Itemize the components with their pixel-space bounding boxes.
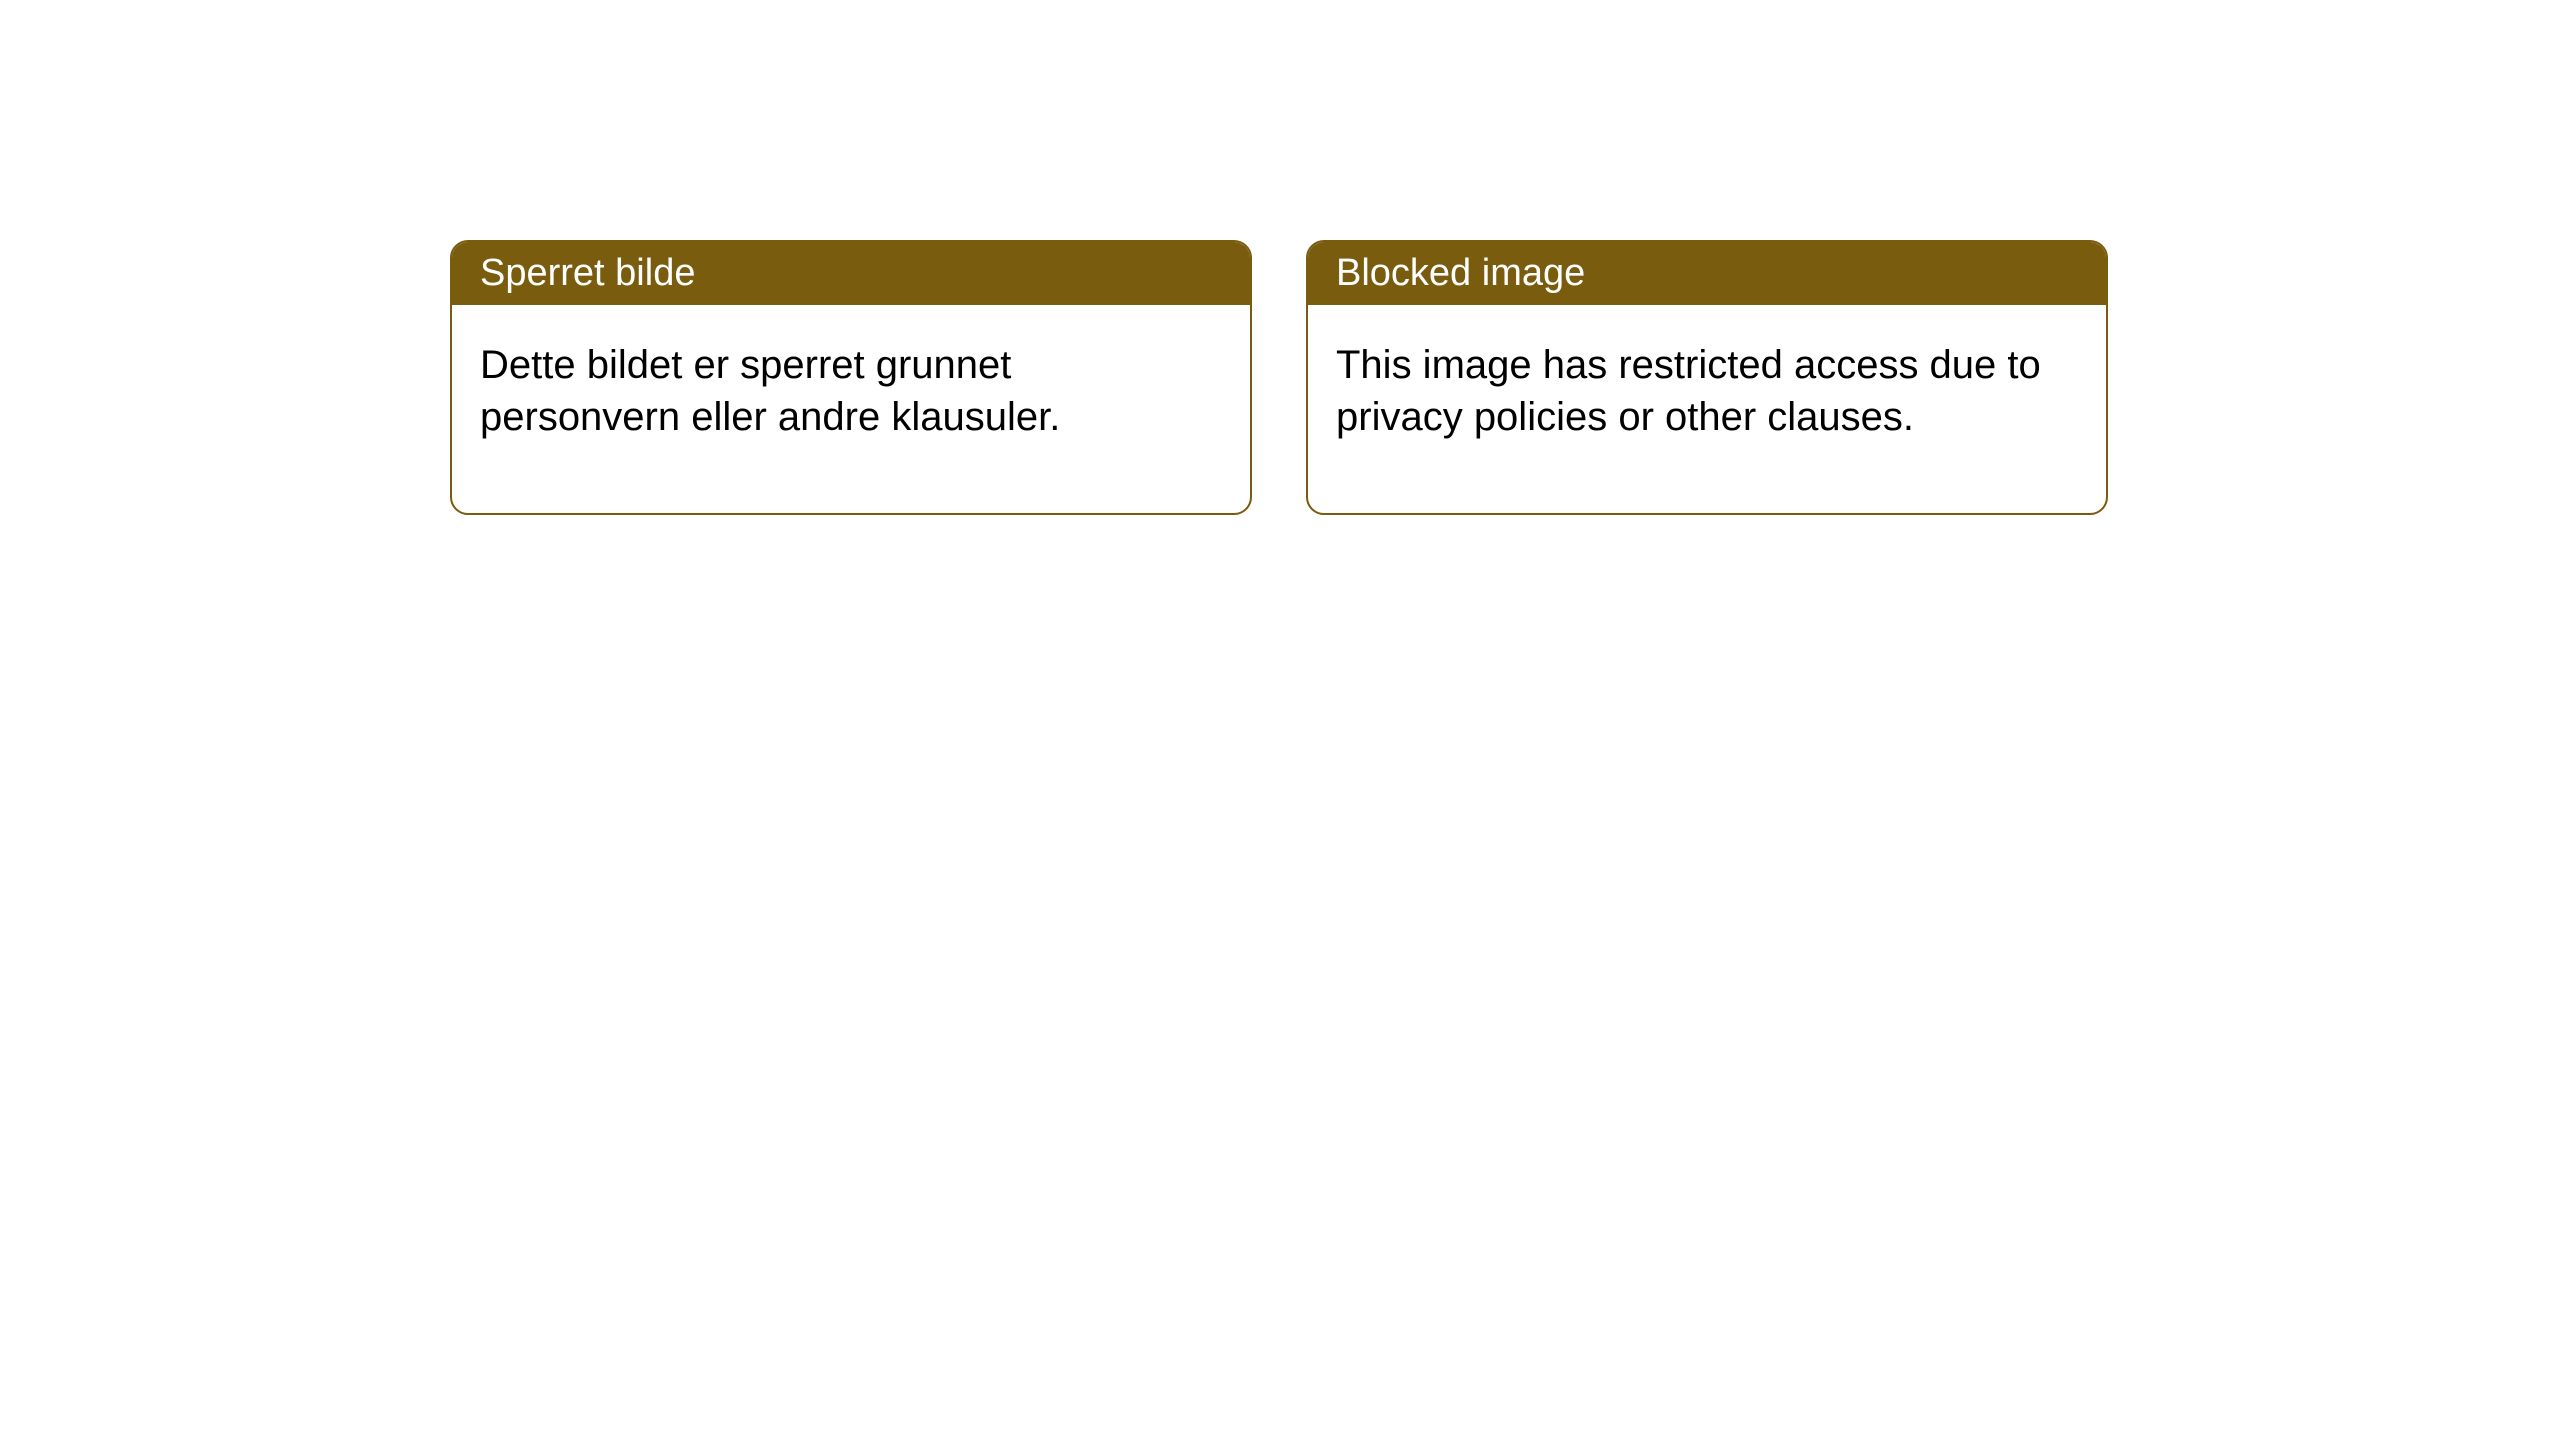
notice-text-english: This image has restricted access due to … — [1336, 343, 2041, 439]
notice-text-norwegian: Dette bildet er sperret grunnet personve… — [480, 343, 1060, 439]
notice-header-norwegian: Sperret bilde — [452, 242, 1250, 305]
notice-body-english: This image has restricted access due to … — [1308, 305, 2106, 513]
notice-card-english: Blocked image This image has restricted … — [1306, 240, 2108, 515]
notice-body-norwegian: Dette bildet er sperret grunnet personve… — [452, 305, 1250, 513]
notice-title-english: Blocked image — [1336, 252, 1585, 294]
notice-title-norwegian: Sperret bilde — [480, 252, 695, 294]
notice-header-english: Blocked image — [1308, 242, 2106, 305]
notice-container: Sperret bilde Dette bildet er sperret gr… — [450, 240, 2108, 515]
notice-card-norwegian: Sperret bilde Dette bildet er sperret gr… — [450, 240, 1252, 515]
